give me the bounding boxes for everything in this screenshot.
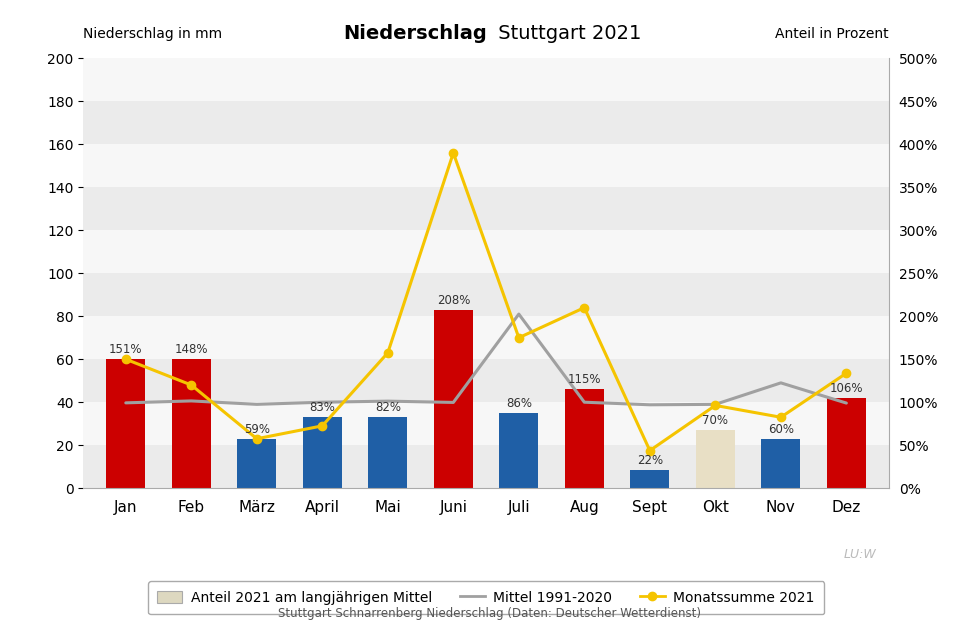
Text: Niederschlag: Niederschlag bbox=[342, 24, 486, 43]
Text: 59%: 59% bbox=[244, 422, 270, 436]
Bar bbox=[630, 470, 669, 488]
Bar bbox=[302, 417, 341, 488]
Bar bbox=[83, 316, 888, 359]
Bar bbox=[368, 417, 407, 488]
Bar bbox=[695, 430, 734, 488]
Bar bbox=[499, 413, 538, 488]
Bar bbox=[825, 398, 866, 488]
Text: 82%: 82% bbox=[375, 401, 400, 414]
Bar bbox=[83, 145, 888, 187]
Bar bbox=[106, 359, 146, 488]
Bar bbox=[83, 273, 888, 316]
Bar bbox=[83, 359, 888, 402]
Text: 70%: 70% bbox=[701, 414, 728, 427]
Text: Stuttgart Schnarrenberg Niederschlag (Daten: Deutscher Wetterdienst): Stuttgart Schnarrenberg Niederschlag (Da… bbox=[278, 607, 700, 620]
Text: 148%: 148% bbox=[174, 343, 208, 356]
Bar bbox=[83, 445, 888, 488]
Text: Niederschlag in mm: Niederschlag in mm bbox=[83, 27, 222, 41]
Bar bbox=[83, 187, 888, 230]
Bar bbox=[83, 58, 888, 101]
Bar bbox=[171, 359, 210, 488]
Text: Stuttgart 2021: Stuttgart 2021 bbox=[492, 24, 642, 43]
Legend: Anteil 2021 am langjährigen Mittel, Mittel 1991-2020, Monatssumme 2021: Anteil 2021 am langjährigen Mittel, Mitt… bbox=[148, 581, 823, 614]
Bar bbox=[83, 101, 888, 145]
Text: 60%: 60% bbox=[767, 422, 793, 436]
Text: 106%: 106% bbox=[828, 382, 863, 395]
Bar bbox=[564, 389, 603, 488]
Text: 115%: 115% bbox=[567, 373, 600, 386]
Text: 83%: 83% bbox=[309, 401, 334, 414]
Text: 86%: 86% bbox=[506, 397, 531, 410]
Text: 151%: 151% bbox=[109, 343, 143, 356]
Bar bbox=[237, 439, 276, 488]
Text: 208%: 208% bbox=[436, 294, 469, 307]
Text: Anteil in Prozent: Anteil in Prozent bbox=[775, 27, 888, 41]
Bar bbox=[83, 402, 888, 445]
Text: 22%: 22% bbox=[636, 454, 662, 467]
Bar bbox=[433, 310, 472, 488]
Text: LU:W: LU:W bbox=[843, 548, 875, 561]
Bar bbox=[83, 230, 888, 273]
Bar bbox=[761, 439, 800, 488]
